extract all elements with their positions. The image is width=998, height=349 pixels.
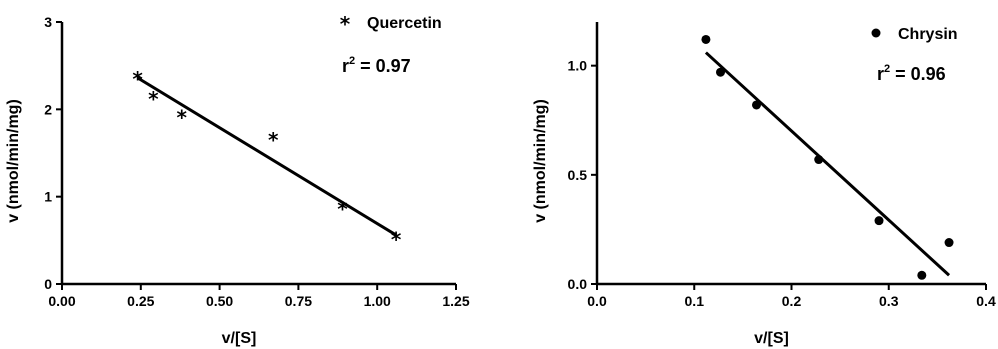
x-tick-label: 0.1	[685, 293, 705, 309]
data-point-circle	[874, 216, 884, 226]
data-point-asterisk: *	[268, 128, 279, 152]
chart-panel-2: 0.0 0.1 0.2 0.3 0.4 0.0 0.5 1.0 v/[S] v (nmol/min…	[532, 22, 996, 347]
x-tick-label: 0.50	[206, 293, 233, 309]
legend-marker-circle	[871, 28, 881, 38]
data-point-circle	[701, 34, 711, 44]
x-axis-label: v/[S]	[222, 330, 257, 347]
data-point-asterisk: *	[177, 105, 188, 129]
data-point-circle	[716, 67, 726, 77]
data-point-asterisk: *	[132, 67, 143, 91]
y-axis-label: v (nmol/min/mg)	[5, 99, 22, 223]
legend-marker-asterisk: *	[340, 12, 351, 36]
y-tick-label: 0	[44, 276, 52, 292]
x-tick-label: 0.2	[782, 293, 802, 309]
y-tick-label: 0.5	[568, 167, 588, 183]
r-squared-annotation: r2 = 0.96	[877, 63, 946, 84]
chart-panel-1: 0.00 0.25 0.50 0.75 1.00 1.25 0 1 2 3 v/[S] v (nmol…	[5, 12, 470, 347]
data-point-asterisk: *	[148, 87, 159, 111]
x-tick-label: 0.3	[879, 293, 899, 309]
x-axis-label: v/[S]	[754, 330, 789, 347]
y-tick-label: 0.0	[568, 276, 588, 292]
data-point-circle	[751, 100, 761, 110]
x-tick-label: 0.25	[127, 293, 154, 309]
data-point-circle	[917, 270, 927, 280]
x-tick-label: 0.00	[48, 293, 75, 309]
y-tick-label: 3	[44, 14, 52, 30]
regression-line	[136, 76, 397, 237]
data-point-asterisk: *	[337, 197, 348, 221]
data-point-circle	[944, 238, 954, 248]
x-tick-label: 1.00	[364, 293, 391, 309]
y-axis-label: v (nmol/min/mg)	[532, 99, 549, 223]
x-tick-label: 0.4	[976, 293, 996, 309]
x-tick-label: 0.75	[285, 293, 312, 309]
r-squared-annotation: r2 = 0.97	[342, 55, 411, 76]
y-tick-label: 1	[44, 189, 52, 205]
regression-line	[704, 51, 951, 277]
data-point-circle	[814, 155, 824, 165]
y-tick-label: 2	[44, 101, 52, 117]
x-tick-label: 1.25	[442, 293, 469, 309]
legend-label: Quercetin	[367, 15, 442, 32]
legend-label: Chrysin	[898, 26, 958, 43]
y-tick-label: 1.0	[568, 58, 588, 74]
x-tick-label: 0.0	[587, 293, 607, 309]
data-point-asterisk: *	[391, 228, 402, 252]
